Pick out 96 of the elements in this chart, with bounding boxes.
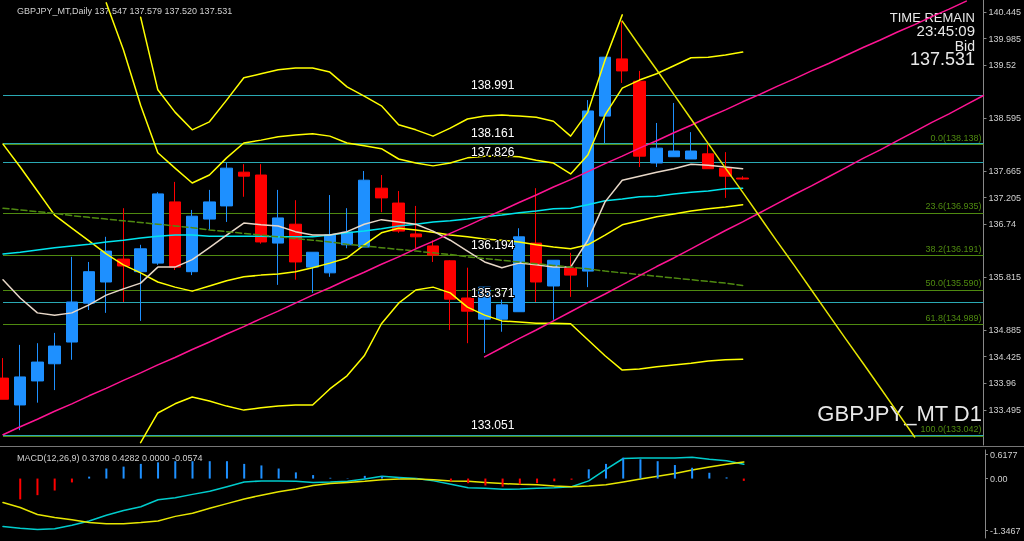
candlestick [736, 175, 749, 181]
bar [208, 461, 211, 479]
candlestick [31, 342, 44, 404]
candlestick [564, 252, 577, 298]
candlestick [685, 131, 697, 160]
y-tick-label: 134.425 [988, 351, 1022, 362]
bar [639, 459, 642, 479]
bar [587, 469, 590, 479]
bar [191, 461, 194, 479]
candlestick [410, 205, 422, 249]
bar [157, 462, 160, 479]
bar [691, 467, 694, 479]
y-tick-label: 0.00 [990, 473, 1008, 484]
candlestick [220, 162, 233, 223]
bar [656, 461, 659, 479]
bar [243, 463, 246, 479]
candlestick [48, 332, 61, 391]
annotation: TIME REMAIN [889, 10, 975, 25]
ref-line-label: 23.6(136.935) [925, 201, 982, 212]
bar [260, 465, 263, 479]
candlestick [702, 144, 714, 170]
candlestick [599, 56, 611, 144]
ref-line-label: 50.0(135.590) [925, 278, 982, 289]
candlestick [582, 99, 594, 288]
bar [312, 475, 315, 479]
candlestick [272, 189, 284, 286]
candlestick [496, 299, 508, 333]
ref-line-label: 100.0(133.042) [920, 424, 982, 435]
bar [622, 457, 625, 479]
candlestick [530, 187, 542, 303]
bar [36, 478, 39, 496]
y-tick-label: 134.885 [988, 325, 1022, 336]
bar [225, 461, 228, 479]
ref-line-label: 61.8(134.989) [925, 312, 982, 323]
y-tick-label: 139.985 [988, 33, 1022, 44]
candlestick [14, 344, 26, 431]
candlestick [117, 207, 130, 303]
line-series [139, 14, 623, 137]
y-tick-label: 140.445 [988, 7, 1022, 18]
ref-line-label: 38.2(136.191) [925, 244, 982, 255]
y-tick-label: 137.205 [988, 192, 1022, 203]
annotation: Bid [954, 38, 975, 54]
ref-line-label: 138.991 [471, 78, 515, 93]
y-tick-label: 137.665 [988, 166, 1022, 177]
y-tick-label: 136.74 [988, 219, 1016, 230]
bar [294, 472, 297, 479]
y-tick-label: 0.6177 [990, 449, 1018, 460]
candlestick [152, 191, 164, 266]
candlestick [375, 174, 388, 213]
candlestick [444, 259, 456, 331]
candlestick [186, 209, 198, 276]
bar [673, 465, 676, 479]
candlestick [100, 236, 112, 314]
bar [604, 463, 607, 479]
ref-line-label: 137.826 [471, 145, 515, 160]
annotation: 23:45:09 [916, 22, 975, 39]
candlestick [633, 70, 646, 168]
y-tick-label: 133.96 [988, 378, 1016, 389]
candlestick [238, 163, 250, 198]
bar [484, 478, 487, 486]
candlestick [358, 170, 370, 248]
candlestick [668, 102, 680, 158]
candlestick [203, 189, 216, 231]
candlestick [255, 163, 267, 245]
bar [105, 468, 108, 479]
line-series [2, 187, 744, 255]
line-series [2, 163, 744, 316]
y-tick-label: -1.3467 [990, 525, 1021, 536]
bar [139, 463, 142, 479]
bar [381, 476, 384, 479]
candlestick [134, 244, 147, 322]
ref-line-label: 138.161 [471, 125, 515, 140]
bar [277, 468, 280, 479]
candlestick [66, 256, 78, 361]
bar [174, 461, 177, 479]
y-tick-label: 139.52 [988, 60, 1016, 71]
y-tick-label: 135.815 [988, 272, 1022, 283]
candlestick [650, 122, 663, 168]
bar [708, 472, 711, 479]
candlestick [324, 194, 336, 278]
candlestick [83, 261, 95, 311]
line-series [139, 286, 744, 444]
candlestick [169, 181, 181, 271]
chart-title: MACD(12,26,9) 0.3708 0.4282 0.0000 -0.0574 [17, 452, 203, 463]
y-tick-label: 138.595 [988, 113, 1022, 124]
ref-line-label: 0.0(138.138) [930, 132, 982, 143]
candlestick [616, 20, 628, 84]
bar [53, 478, 56, 491]
ref-line-label: 133.051 [471, 418, 515, 433]
bar [122, 466, 125, 479]
candlestick [306, 251, 319, 294]
y-tick-label: 133.495 [988, 404, 1022, 415]
candlestick [513, 227, 525, 313]
bar [19, 478, 22, 500]
bar [501, 478, 504, 487]
bar [363, 475, 366, 479]
